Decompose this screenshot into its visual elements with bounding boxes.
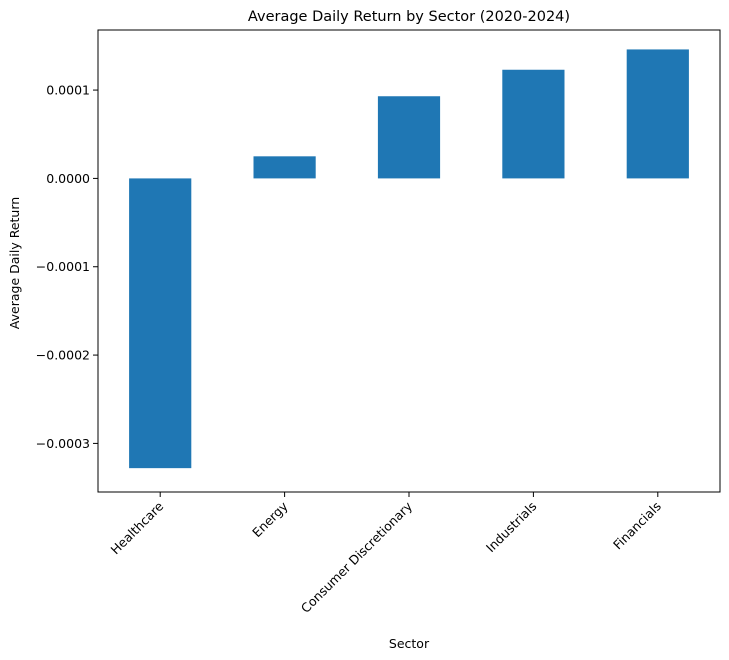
x-axis-label: Sector bbox=[389, 636, 430, 651]
y-tick-label: −0.0001 bbox=[36, 259, 90, 274]
y-tick-label: −0.0002 bbox=[36, 348, 90, 363]
axes-frame bbox=[97, 29, 721, 493]
y-tick-label: 0.0000 bbox=[46, 171, 90, 186]
bar-industrials bbox=[502, 69, 565, 179]
y-axis-label: Average Daily Return bbox=[7, 197, 22, 329]
y-tick-label: −0.0003 bbox=[36, 436, 90, 451]
chart-title: Average Daily Return by Sector (2020-202… bbox=[248, 9, 570, 25]
y-tick-label: 0.0001 bbox=[46, 83, 90, 98]
bar-healthcare bbox=[129, 178, 192, 469]
bars-group bbox=[129, 49, 689, 469]
y-axis: −0.0003 −0.0002 −0.0001 0.0000 0.0001 bbox=[36, 83, 98, 451]
bar-financials bbox=[626, 49, 689, 179]
bar-energy bbox=[253, 156, 316, 179]
bar-consumer-discretionary bbox=[377, 96, 441, 179]
